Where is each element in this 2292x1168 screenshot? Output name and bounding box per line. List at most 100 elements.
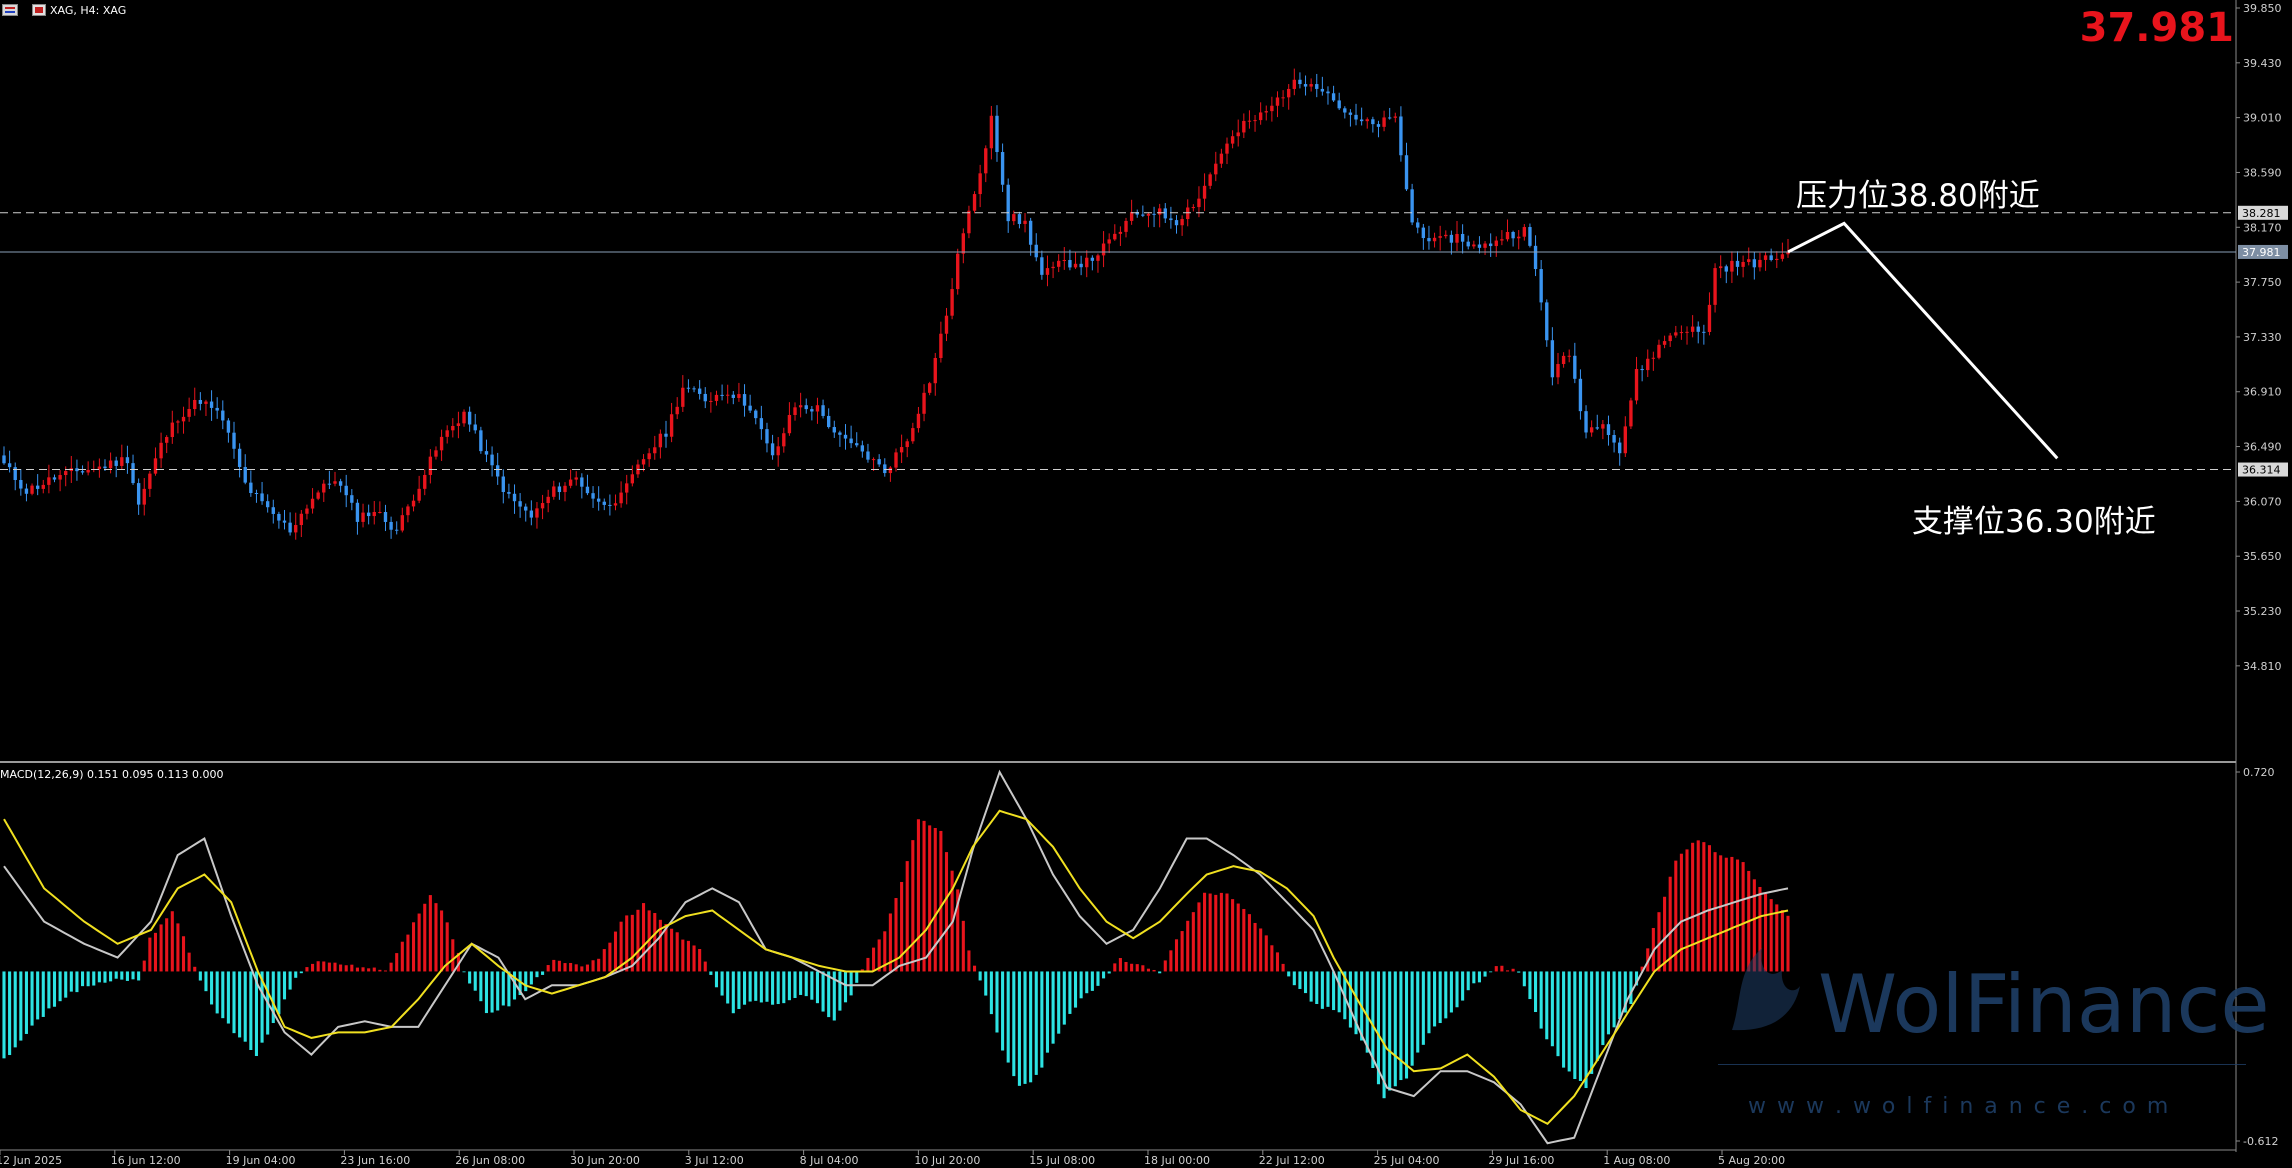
candle-bull: [675, 406, 679, 415]
price-tick-label: 36.490: [2243, 441, 2282, 454]
candle-bull: [1472, 244, 1476, 247]
candle-bull: [1763, 255, 1768, 260]
candle-bull: [658, 433, 663, 448]
candle-bull: [1270, 105, 1274, 112]
macd-histogram-bar: [1427, 971, 1431, 1034]
macd-histogram-bar: [142, 960, 146, 972]
candle-bull: [726, 394, 730, 396]
candle-bear: [860, 445, 865, 452]
candle-bull: [170, 422, 174, 438]
macd-histogram-bar: [327, 962, 331, 972]
candle-bull: [630, 474, 635, 484]
candle-bull: [1455, 233, 1459, 243]
macd-histogram-bar: [989, 971, 993, 1015]
candle-bear: [720, 394, 724, 396]
macd-histogram-bar: [602, 949, 606, 972]
candle-bull: [669, 414, 674, 437]
macd-histogram-bar: [1236, 903, 1240, 972]
candle-bull: [1146, 213, 1151, 216]
macd-tick-label: 0.720: [2243, 766, 2275, 779]
macd-histogram-bar: [1730, 856, 1734, 972]
candle-bear: [804, 405, 808, 410]
candle-bear: [765, 429, 769, 444]
signal-line: [3, 809, 1789, 1126]
macd-histogram-bar: [1354, 971, 1358, 1035]
last-price-display: 37.981: [2079, 5, 2234, 51]
macd-histogram-bar: [535, 971, 539, 978]
candle-bear: [759, 418, 764, 430]
candle-bear: [1724, 266, 1728, 272]
macd-histogram-bar: [670, 928, 674, 972]
macd-histogram-bar: [1242, 908, 1246, 972]
macd-histogram-bar: [1045, 971, 1050, 1053]
candle-bull: [1505, 231, 1510, 240]
macd-histogram-bar: [1764, 893, 1768, 972]
candle-bear: [1533, 245, 1538, 270]
macd-histogram-bar: [563, 963, 567, 972]
macd-histogram-bar: [137, 971, 141, 981]
candle-bull: [30, 485, 34, 494]
macd-histogram-bar: [1130, 963, 1134, 972]
macd-histogram-bar: [866, 957, 870, 972]
candle-bull: [1522, 227, 1527, 237]
candle-bull: [1191, 207, 1196, 209]
candle-bear: [1427, 238, 1431, 242]
time-tick-label: 12 Jun 2025: [0, 1154, 62, 1167]
time-tick-label: 1 Aug 08:00: [1603, 1154, 1670, 1167]
macd-histogram-bar: [1146, 968, 1150, 972]
macd-histogram-bar: [1124, 961, 1128, 972]
candle-bear: [1702, 331, 1706, 333]
macd-histogram-bar: [1438, 971, 1442, 1024]
macd-histogram-bar: [1494, 966, 1498, 972]
candle-bear: [1416, 222, 1420, 228]
symbol-icon[interactable]: [32, 4, 46, 16]
candle-bear: [1006, 184, 1010, 222]
macd-histogram-bar: [30, 971, 34, 1026]
candle-bull: [927, 383, 932, 393]
candle-bull: [1107, 239, 1111, 244]
macd-histogram-bar: [1253, 922, 1257, 972]
candle-bull: [989, 115, 994, 149]
candle-bear: [585, 486, 590, 494]
macd-histogram-bar: [131, 971, 135, 980]
candle-bear: [1376, 124, 1381, 127]
macd-histogram-bar: [905, 861, 909, 972]
macd-histogram-bar: [580, 966, 584, 972]
macd-histogram-bar: [1326, 971, 1330, 1007]
candle-bull: [1253, 120, 1257, 122]
candle-bull: [1051, 266, 1055, 269]
candle-bull: [1634, 369, 1639, 401]
candle-bull: [916, 413, 921, 429]
candle-bull: [1085, 257, 1089, 268]
candle-bull: [310, 498, 315, 509]
chart-header: XAG, H4: XAG: [2, 2, 126, 18]
macd-histogram-bar: [1702, 842, 1706, 972]
candle-bull: [400, 515, 404, 531]
candle-bull: [47, 477, 51, 485]
macd-histogram-bar: [1545, 971, 1549, 1040]
candle-bear: [1466, 241, 1470, 247]
candle-bear: [754, 410, 758, 419]
macd-histogram-bar: [1573, 971, 1577, 1080]
candle-bull: [181, 416, 186, 422]
macd-histogram-bar: [1483, 971, 1487, 977]
macd-histogram-bar: [860, 969, 864, 972]
macd-histogram-bar: [1455, 971, 1459, 1008]
macd-line: [3, 769, 1789, 1145]
macd-histogram-bar: [1735, 859, 1740, 972]
candle-bear: [1152, 213, 1156, 215]
candle-bear: [1578, 378, 1583, 412]
macd-histogram-bar: [821, 971, 825, 1012]
window-menu-icon[interactable]: [2, 4, 18, 16]
candle-bull: [911, 428, 915, 442]
candle-bear: [1388, 117, 1392, 119]
time-tick-label: 10 Jul 20:00: [914, 1154, 980, 1167]
macd-histogram-bar: [1023, 971, 1027, 1084]
watermark-url: w w w . w o l f i n a n c e . c o m: [1748, 1094, 2171, 1119]
macd-histogram-bar: [1618, 971, 1622, 1020]
candle-bear: [473, 424, 477, 431]
candle-bull: [1494, 240, 1498, 247]
macd-histogram-bar: [490, 971, 494, 1013]
candle-bull: [574, 477, 578, 480]
